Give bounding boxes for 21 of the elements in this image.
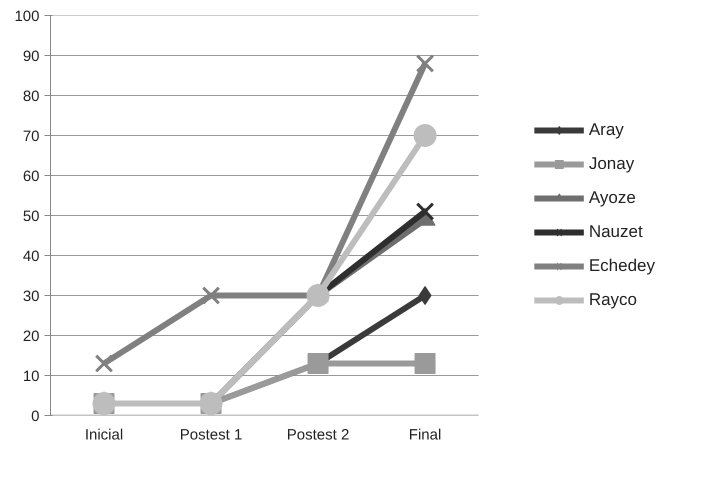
y-tick-label: 0 bbox=[31, 408, 40, 425]
y-tick-label: 90 bbox=[22, 48, 40, 65]
x-tick-label: Postest 2 bbox=[286, 426, 350, 444]
legend-label: Nauzet bbox=[588, 222, 644, 242]
y-tick-label: 40 bbox=[22, 248, 40, 265]
legend-label: Jonay bbox=[588, 154, 636, 174]
x-tick-label: Inicial bbox=[84, 426, 124, 444]
legend-label: Ayoze bbox=[588, 188, 637, 208]
y-tick-label: 50 bbox=[22, 208, 40, 225]
x-tick-label: Final bbox=[408, 426, 442, 444]
legend-label: Echedey bbox=[588, 256, 655, 276]
y-tick-label: 80 bbox=[22, 88, 40, 105]
y-tick-label: 20 bbox=[22, 328, 40, 345]
y-tick-label: 100 bbox=[14, 8, 40, 25]
y-tick-label: 60 bbox=[22, 168, 40, 185]
legend-label: Rayco bbox=[588, 290, 638, 310]
y-tick-label: 30 bbox=[22, 288, 40, 305]
legend-label: Aray bbox=[588, 120, 625, 140]
x-tick-label: Postest 1 bbox=[180, 426, 242, 444]
y-tick-label: 10 bbox=[22, 368, 40, 385]
y-tick-label: 70 bbox=[22, 128, 40, 145]
